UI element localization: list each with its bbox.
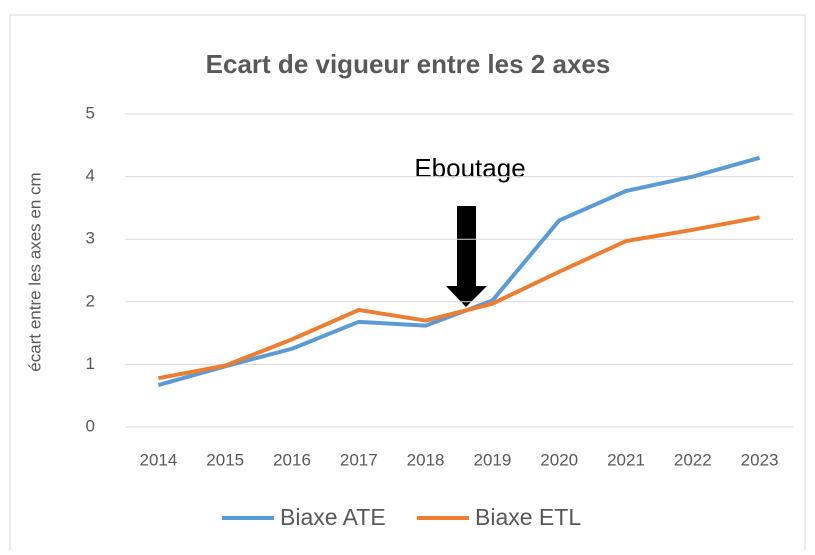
legend-label: Biaxe ATE [280, 504, 386, 530]
x-tick-label: 2014 [139, 450, 177, 469]
x-tick-label: 2018 [407, 450, 445, 469]
annotation: Eboutage [414, 153, 525, 183]
y-tick-label: 1 [86, 354, 95, 373]
x-tick-label: 2023 [741, 450, 779, 469]
y-tick-label: 0 [86, 416, 95, 435]
y-tick-label: 5 [86, 103, 95, 122]
chart-title: Ecart de vigueur entre les 2 axes [206, 49, 611, 79]
x-tick-label: 2021 [607, 450, 645, 469]
y-tick-label: 3 [86, 229, 95, 248]
chart-frame [9, 14, 806, 555]
y-tick-label: 2 [86, 291, 95, 310]
y-tick-label: 4 [86, 166, 95, 185]
x-tick-label: 2020 [540, 450, 578, 469]
y-axis-label: écart entre les axes en cm [25, 172, 44, 371]
legend-label: Biaxe ETL [475, 504, 581, 530]
line-series [158, 215, 760, 381]
x-tick-label: 2015 [206, 450, 244, 469]
x-tick-label: 2016 [273, 450, 311, 469]
x-tick-label: 2017 [340, 450, 378, 469]
x-tick-label: 2019 [473, 450, 511, 469]
arrow [446, 206, 487, 307]
x-tick-label: 2022 [674, 450, 712, 469]
